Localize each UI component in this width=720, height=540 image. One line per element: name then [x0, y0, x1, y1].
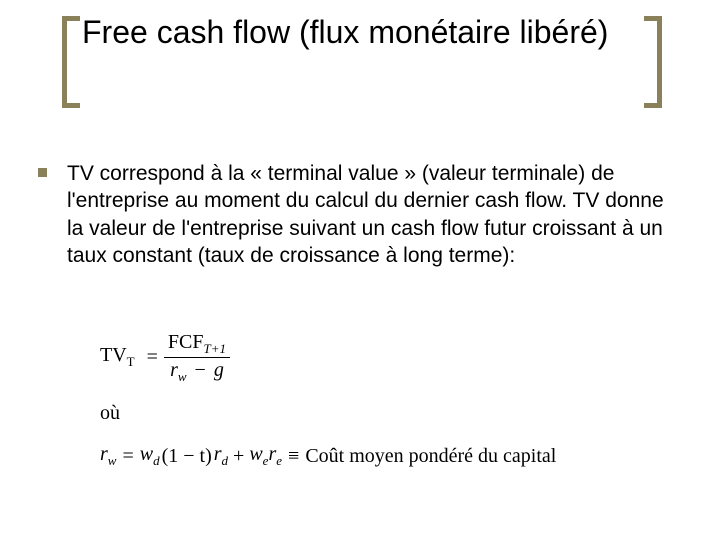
formula-block: TVT = FCFT+1 rw − g où rw = wd (1 − t) r… — [100, 330, 556, 469]
square-bullet-icon — [38, 168, 47, 177]
title-block: Free cash flow (flux monétaire libéré) — [62, 12, 662, 114]
tv-equation: TVT = FCFT+1 rw − g — [100, 330, 556, 384]
where-label: où — [100, 402, 556, 425]
slide-title: Free cash flow (flux monétaire libéré) — [82, 12, 636, 52]
body-block: TV correspond à la « terminal value » (v… — [38, 160, 678, 269]
bullet-item: TV correspond à la « terminal value » (v… — [38, 160, 678, 269]
slide: Free cash flow (flux monétaire libéré) T… — [0, 0, 720, 540]
plus-sign: + — [233, 445, 244, 468]
rd-term: rd — [214, 443, 228, 469]
cout-label: Coût moyen pondéré du capital — [305, 445, 556, 468]
re-term: re — [268, 443, 282, 469]
right-bracket-icon — [644, 16, 662, 108]
fraction: FCFT+1 rw − g — [164, 330, 230, 384]
equals-sign: = — [147, 346, 158, 369]
rw-lhs: rw — [100, 443, 116, 469]
we-term: we — [249, 443, 268, 469]
equals-sign: = — [122, 445, 133, 468]
bullet-text: TV correspond à la « terminal value » (v… — [67, 160, 678, 269]
rw-equation: rw = wd (1 − t) rd + we re ≡ Coût moyen … — [100, 443, 556, 469]
tv-lhs: TVT — [100, 344, 135, 370]
identity-sign: ≡ — [288, 445, 299, 468]
left-bracket-icon — [62, 16, 80, 108]
wd-term: wd — [140, 443, 160, 469]
fraction-numerator: FCFT+1 — [164, 330, 230, 357]
fraction-denominator: rw − g — [166, 358, 228, 385]
one-minus-t: (1 − t) — [162, 445, 212, 468]
